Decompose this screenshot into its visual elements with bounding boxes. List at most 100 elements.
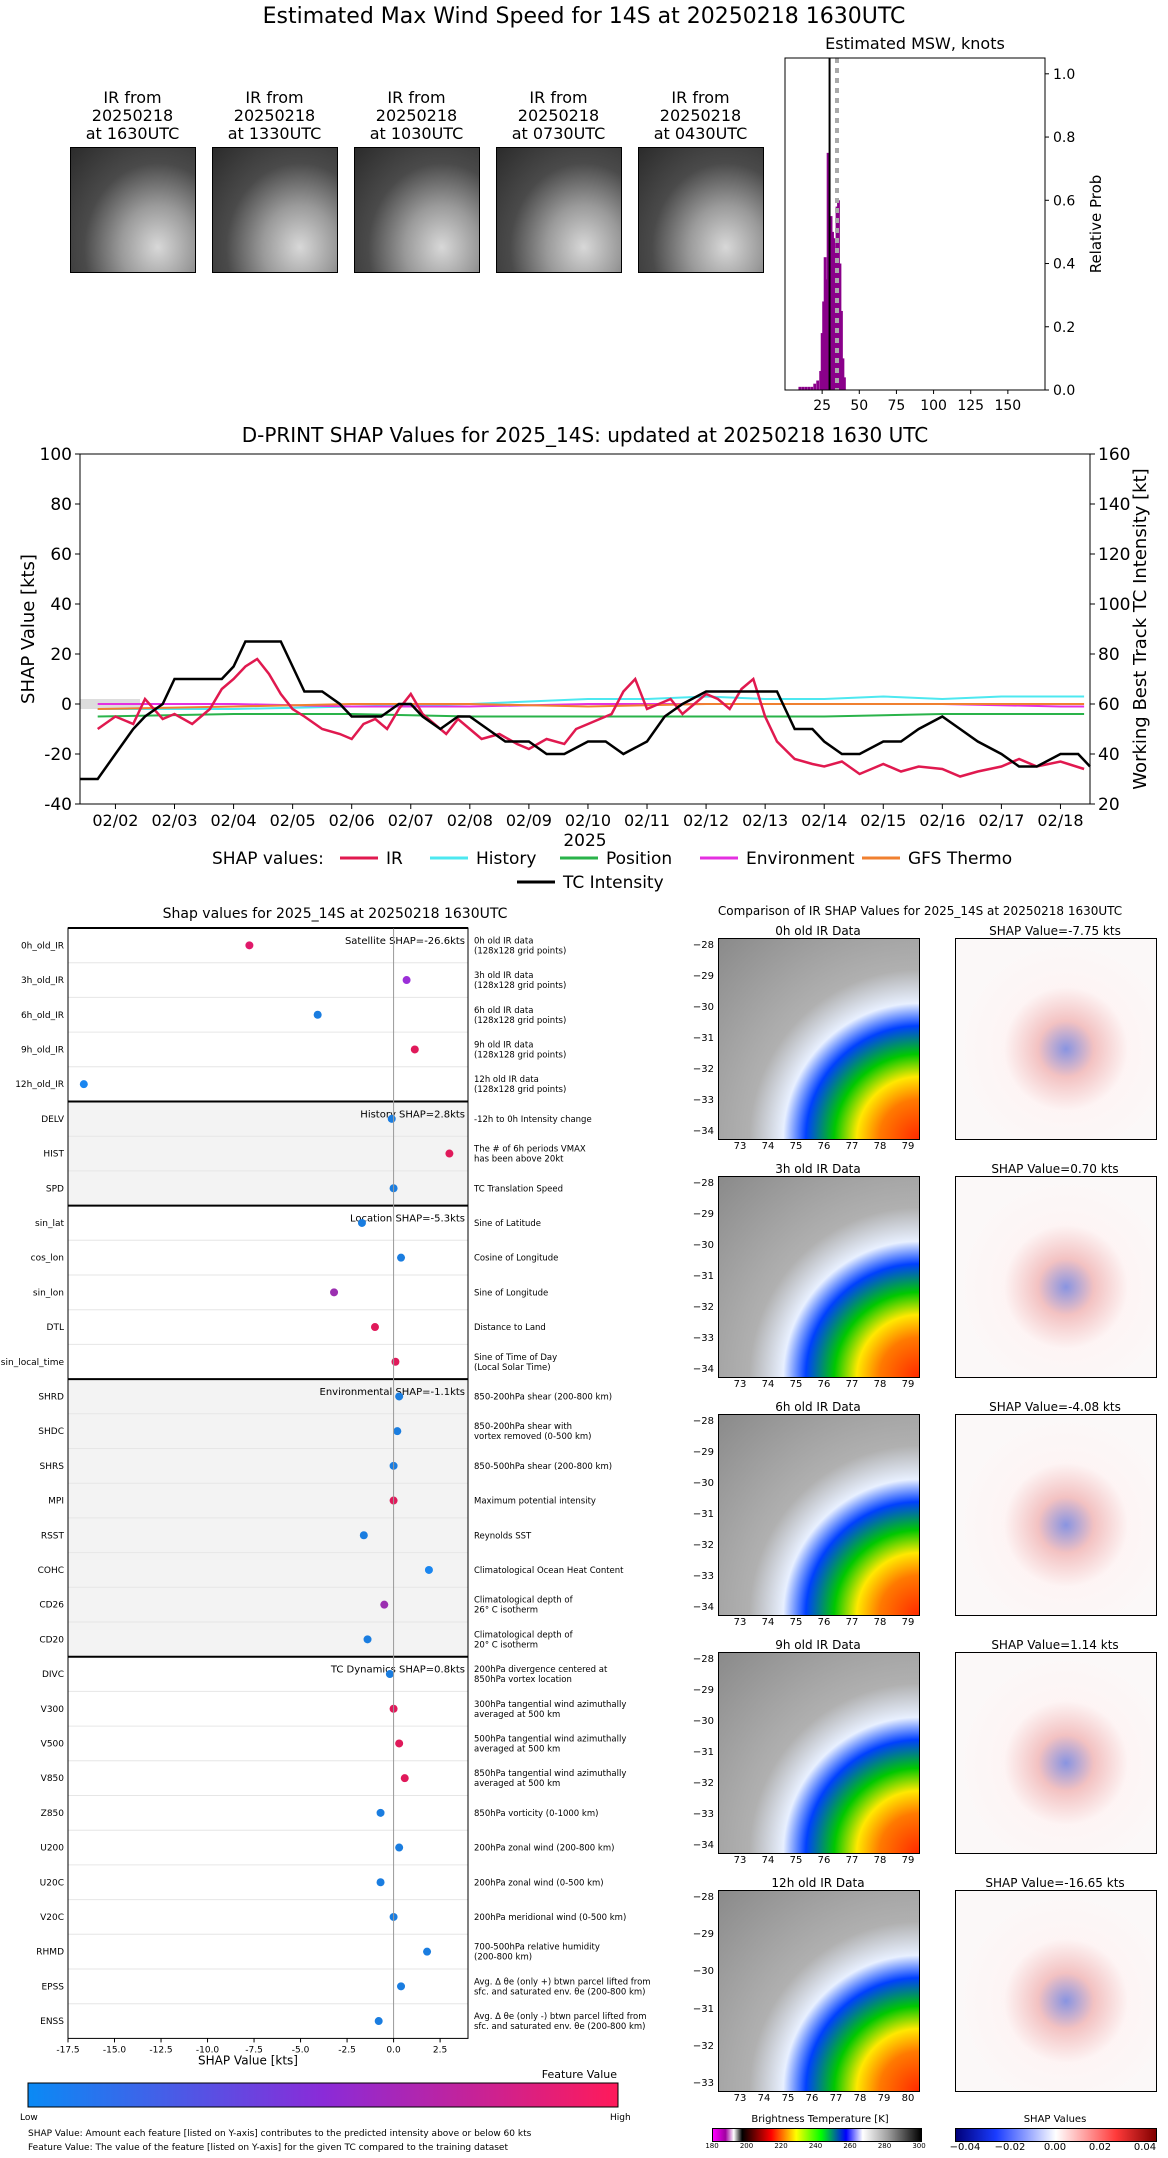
feature-desc: 700-500hPa relative humidity xyxy=(474,1943,600,1953)
ir-y-tick: −30 xyxy=(692,1716,714,1727)
x-tick-label: 2.5 xyxy=(433,2045,447,2055)
group-label: TC Dynamics SHAP=0.8kts xyxy=(330,1665,465,1676)
ir-x-tick: 73 xyxy=(733,1617,747,1628)
ir-panel-title: 9h old IR Data xyxy=(775,1638,861,1652)
ir-x-tick: 75 xyxy=(789,1855,803,1866)
y-tick-label: -20 xyxy=(44,745,72,765)
shap-colorbar-label: SHAP Values xyxy=(1023,2114,1087,2125)
feature-name: COHC xyxy=(38,1566,64,1576)
feature-desc: 26° C isotherm xyxy=(474,1606,538,1616)
shap-colorbar-tick: 0.04 xyxy=(1133,2142,1157,2153)
ir-thumb-label: at 0730UTC xyxy=(511,124,606,143)
ir-x-tick: 73 xyxy=(733,1141,747,1152)
y2-tick-label: 160 xyxy=(1098,445,1130,465)
feature-point xyxy=(370,1323,379,1332)
ir-x-tick: 79 xyxy=(901,1855,915,1866)
shap-colorbar-tick: 0.00 xyxy=(1043,2142,1067,2153)
hist-bar xyxy=(798,386,802,390)
ir-thumb-label: IR from xyxy=(387,88,446,107)
y-tick-label: 0.8 xyxy=(1053,130,1075,146)
group-label: Location SHAP=-5.3kts xyxy=(350,1214,465,1225)
y2-tick-label: 40 xyxy=(1098,745,1120,765)
y-tick-label: 60 xyxy=(50,545,72,565)
feature-desc: 20° C isotherm xyxy=(474,1640,538,1650)
ir-x-tick: 76 xyxy=(817,1379,831,1390)
feature-point xyxy=(397,1253,406,1262)
ir-data-image xyxy=(718,1414,920,1616)
hist-bar xyxy=(807,386,811,390)
ir-thumb-label: IR from xyxy=(103,88,162,107)
x-tick-label: 02/18 xyxy=(1037,811,1083,830)
ir-y-tick: −31 xyxy=(692,1509,714,1520)
ir-x-tick: 75 xyxy=(789,1617,803,1628)
feature-name: SHRS xyxy=(40,1462,65,1472)
ir-y-tick: −33 xyxy=(692,1333,714,1344)
feature-value-colorbar xyxy=(27,2082,619,2108)
group-label: Environmental SHAP=-1.1kts xyxy=(320,1387,466,1398)
ir-y-tick: −34 xyxy=(692,1364,714,1375)
feature-desc: Avg. Δ θe (only -) btwn parcel lifted fr… xyxy=(474,2012,647,2022)
y2-tick-label: 80 xyxy=(1098,645,1120,665)
group-label: Satellite SHAP=-26.6kts xyxy=(345,936,465,947)
y-tick-label: 20 xyxy=(50,645,72,665)
feature-point xyxy=(380,1600,389,1609)
ir-y-tick: −28 xyxy=(692,1178,714,1189)
shap-panel-title: SHAP Value=-16.65 kts xyxy=(985,1876,1125,1890)
feature-point xyxy=(387,1114,396,1123)
feature-name: V300 xyxy=(41,1705,65,1715)
x-tick-label: 02/12 xyxy=(683,811,729,830)
ir-x-tick: 79 xyxy=(901,1141,915,1152)
hist-bar xyxy=(825,279,828,390)
feature-desc: (128x128 grid points) xyxy=(474,1085,566,1095)
ir-y-tick: −32 xyxy=(692,1540,714,1551)
feature-desc: 300hPa tangential wind azimuthally xyxy=(474,1700,626,1710)
feature-name: V500 xyxy=(41,1739,65,1749)
feature-desc: Avg. Δ θe (only +) btwn parcel lifted fr… xyxy=(474,1977,651,1987)
hist-bar xyxy=(816,380,820,390)
ir-y-tick: −30 xyxy=(692,1478,714,1489)
feature-point xyxy=(423,1947,432,1956)
legend-label: History xyxy=(476,849,536,869)
ir-panel-title: 12h old IR Data xyxy=(771,1876,865,1890)
legend-label: Position xyxy=(606,849,672,869)
feature-desc: The # of 6h periods VMAX xyxy=(473,1145,586,1155)
chart-title: Shap values for 2025_14S at 20250218 163… xyxy=(163,906,508,922)
bt-colorbar-tick: 240 xyxy=(808,2142,823,2150)
x-tick-label: 02/14 xyxy=(801,811,847,830)
feature-name: 6h_old_IR xyxy=(21,1011,64,1021)
bt-colorbar-label: Brightness Temperature [K] xyxy=(751,2114,889,2125)
hist-bar xyxy=(829,216,833,390)
feature-desc: sfc. and saturated env. θe (200-800 km) xyxy=(474,1987,646,1997)
ir-y-tick: −28 xyxy=(692,1416,714,1427)
y-axis-label: SHAP Value [kts] xyxy=(18,554,39,704)
ir-data-image xyxy=(718,938,920,1140)
feature-point xyxy=(363,1635,372,1644)
feature-desc: 200hPa divergence centered at xyxy=(474,1665,608,1675)
ir-y-tick: −28 xyxy=(692,1892,714,1903)
ir-x-tick: 75 xyxy=(789,1379,803,1390)
feature-name: V20C xyxy=(40,1913,64,1923)
feature-desc: 9h old IR data xyxy=(474,1040,533,1050)
x-tick-label: 02/11 xyxy=(624,811,670,830)
bt-colorbar-tick: 200 xyxy=(739,2142,754,2150)
shap-data-image xyxy=(955,1414,1157,1616)
series-line-position xyxy=(97,713,1085,718)
ir-x-tick: 78 xyxy=(873,1617,887,1628)
ir-x-tick: 77 xyxy=(845,1379,859,1390)
ir-y-tick: −29 xyxy=(692,1447,714,1458)
ir-y-tick: −31 xyxy=(692,1033,714,1044)
hist-bar xyxy=(831,231,834,390)
ir-data-image xyxy=(718,1176,920,1378)
hist-bar xyxy=(832,238,836,390)
ir-panel-title: 0h old IR Data xyxy=(775,924,861,938)
ir-y-tick: −29 xyxy=(692,1929,714,1941)
hist-bar xyxy=(841,358,845,390)
x-tick-label: 02/08 xyxy=(447,811,493,830)
feature-name: cos_lon xyxy=(31,1254,64,1264)
ir-panel-title: 6h old IR Data xyxy=(775,1400,861,1414)
x-tick-label: 02/02 xyxy=(92,811,138,830)
shap-data-image xyxy=(955,1176,1157,1378)
ir-x-tick: 74 xyxy=(757,2093,771,2104)
bt-colorbar-tick: 280 xyxy=(877,2142,892,2150)
legend-label: GFS Thermo xyxy=(908,849,1012,869)
